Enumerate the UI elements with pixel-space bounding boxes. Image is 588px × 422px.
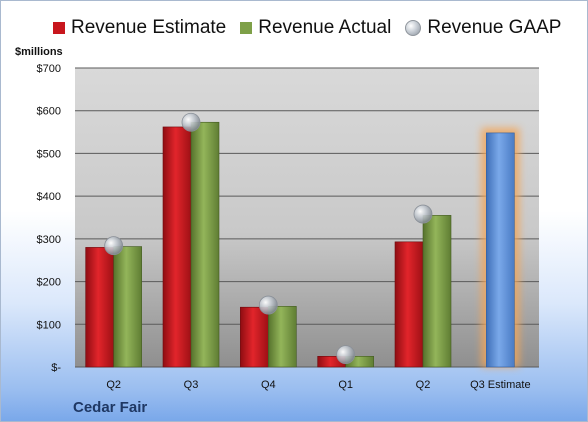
y-tick-labels: $- $100 $200 $300 $400 $500 $600 $700 bbox=[37, 63, 62, 374]
y-tick-label: $300 bbox=[37, 234, 61, 246]
legend-swatch-actual bbox=[240, 22, 253, 34]
x-tick-label: Q3 bbox=[184, 379, 199, 391]
company-name: Cedar Fair bbox=[73, 399, 148, 416]
legend: Revenue Estimate Revenue Actual Revenue … bbox=[53, 17, 561, 39]
legend-label-gaap: Revenue GAAP bbox=[427, 17, 562, 38]
bar-revenue-estimate bbox=[162, 126, 192, 368]
bar-revenue-estimate bbox=[394, 241, 424, 368]
y-tick-label: $600 bbox=[37, 106, 61, 118]
marker-revenue-gaap bbox=[336, 345, 356, 365]
y-tick-label: $700 bbox=[37, 63, 61, 75]
marker-revenue-gaap bbox=[181, 112, 201, 132]
bar-estimate-highlight bbox=[486, 132, 515, 368]
bar-revenue-actual bbox=[422, 215, 452, 368]
plot-area bbox=[75, 68, 539, 367]
y-tick-label: $400 bbox=[37, 191, 61, 203]
legend-item-gaap: Revenue GAAP bbox=[405, 17, 561, 39]
bar-revenue-estimate bbox=[85, 247, 114, 368]
legend-swatch-estimate bbox=[53, 22, 65, 34]
marker-revenue-gaap bbox=[104, 236, 124, 256]
legend-label-estimate: Revenue Estimate bbox=[71, 17, 227, 38]
legend-swatch-gaap bbox=[405, 20, 422, 36]
marker-revenue-gaap bbox=[413, 204, 433, 224]
bar-revenue-estimate bbox=[240, 306, 269, 368]
x-tick-label: Q2 bbox=[106, 379, 121, 391]
bar-revenue-actual bbox=[113, 246, 142, 368]
marker-revenue-gaap bbox=[258, 295, 278, 315]
bar-revenue-actual bbox=[190, 121, 220, 368]
y-tick-label: $100 bbox=[37, 319, 61, 331]
y-tick-label: $500 bbox=[37, 148, 61, 160]
legend-item-estimate: Revenue Estimate bbox=[53, 17, 226, 39]
gaap-markers bbox=[104, 112, 433, 365]
grid-lines bbox=[75, 67, 539, 368]
y-unit-label: $millions bbox=[15, 46, 63, 58]
legend-label-actual: Revenue Actual bbox=[258, 17, 392, 38]
bar-revenue-actual bbox=[268, 306, 297, 368]
x-tick-label: Q2 bbox=[416, 379, 431, 391]
bars bbox=[85, 121, 520, 368]
y-tick-label: $200 bbox=[37, 277, 61, 289]
x-tick-labels: Q2 Q3 Q4 Q1 Q2 Q3 Estimate bbox=[106, 379, 530, 391]
x-tick-label: Q1 bbox=[338, 379, 353, 391]
x-tick-label: Q4 bbox=[261, 379, 276, 391]
y-tick-label: $- bbox=[51, 362, 61, 374]
x-tick-label: Q3 Estimate bbox=[470, 379, 531, 391]
legend-item-actual: Revenue Actual bbox=[240, 17, 391, 39]
